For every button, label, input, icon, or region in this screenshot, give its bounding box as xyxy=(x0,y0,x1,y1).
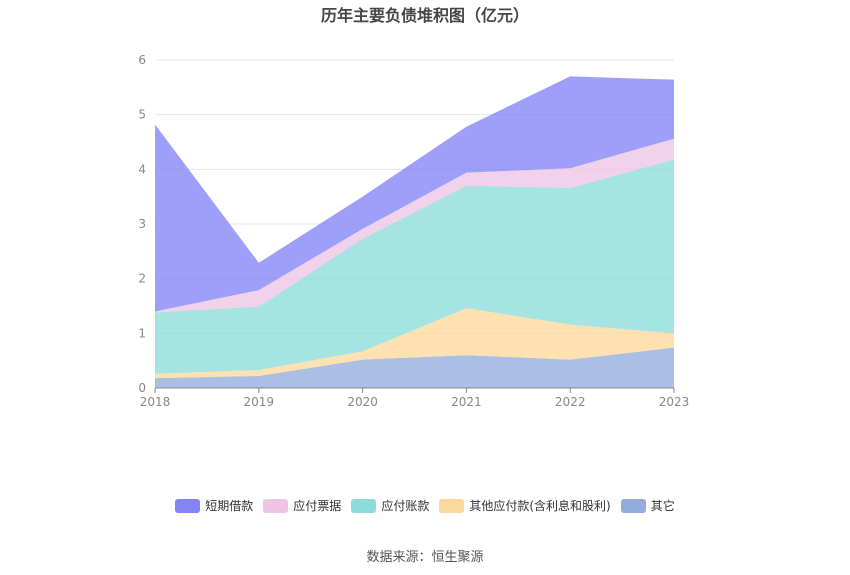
legend-item[interactable]: 应付账款 xyxy=(351,497,429,514)
x-tick-label: 2018 xyxy=(140,395,171,409)
area-series-2 xyxy=(155,159,674,374)
y-tick-label: 0 xyxy=(138,381,146,395)
y-tick-label: 6 xyxy=(138,53,146,67)
legend-item[interactable]: 应付票据 xyxy=(263,497,341,514)
y-tick-label: 1 xyxy=(138,326,146,340)
y-tick-label: 4 xyxy=(138,162,146,176)
legend-label: 应付账款 xyxy=(381,499,430,513)
x-tick-label: 2023 xyxy=(659,395,690,409)
data-source-note: 数据来源：恒生聚源 xyxy=(366,550,484,565)
legend-swatch xyxy=(263,498,289,513)
y-tick-label: 3 xyxy=(138,217,146,231)
legend: 短期借款 应付票据 应付账款 其他应付款(含利息和股利) 其它 xyxy=(0,497,850,514)
area-series-1 xyxy=(155,308,674,379)
legend-swatch xyxy=(351,498,377,513)
legend-item[interactable]: 其他应付款(含利息和股利) xyxy=(439,497,611,514)
x-tick-label: 2021 xyxy=(451,395,482,409)
axes: 0 1 2 3 4 5 6 2018 2019 2020 2021 2022 2023 xyxy=(138,53,689,409)
x-tick-label: 2020 xyxy=(347,395,378,409)
legend-swatch xyxy=(175,498,201,513)
legend-label: 应付票据 xyxy=(293,499,342,513)
area-series-4 xyxy=(155,76,674,312)
area-series xyxy=(155,76,674,388)
legend-swatch xyxy=(439,498,465,513)
legend-item[interactable]: 其它 xyxy=(620,497,675,514)
y-tick-label: 2 xyxy=(138,272,146,286)
chart-title: 历年主要负债堆积图（亿元） xyxy=(320,6,529,25)
area-series-0 xyxy=(155,347,674,388)
x-tick-label: 2022 xyxy=(555,395,586,409)
area-series-3 xyxy=(155,138,674,313)
legend-label: 短期借款 xyxy=(205,499,254,513)
x-tick-label: 2019 xyxy=(244,395,275,409)
legend-swatch xyxy=(620,498,646,513)
legend-label: 其他应付款(含利息和股利) xyxy=(469,499,611,513)
legend-item[interactable]: 短期借款 xyxy=(175,497,253,514)
legend-label: 其它 xyxy=(650,499,675,513)
y-tick-label: 5 xyxy=(138,108,146,122)
